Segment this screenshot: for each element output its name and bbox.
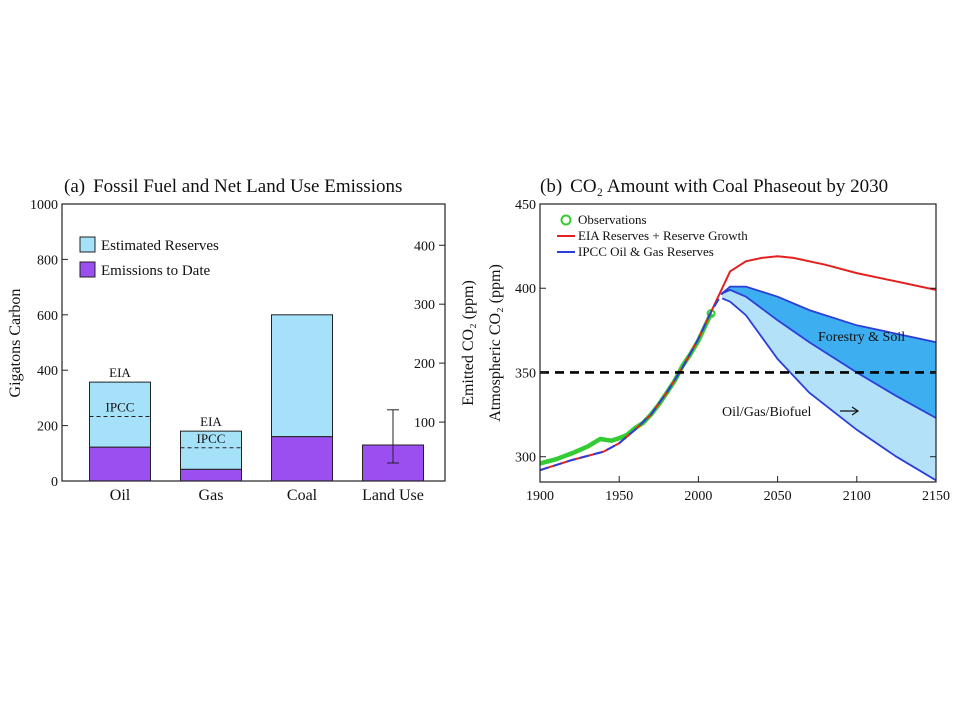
arrow-icon (840, 406, 860, 416)
panel-b-axes: 300 350 400 450 1900 1950 2000 2050 2100 2150 (515, 198, 950, 504)
bar-reserves-coal (271, 314, 333, 438)
ytick-label-800: 800 (37, 253, 58, 268)
legend-label-observations: Observations (578, 212, 647, 227)
panel-a-legend: Estimated Reserves Emissions to Date (79, 236, 219, 279)
panel-b-frame (539, 203, 937, 483)
category-label-coal: Coal (287, 487, 318, 504)
xtick-b-label-1900: 1900 (526, 489, 554, 504)
panel-a: (a) Fossil Fuel and Net Land Use Emission… (7, 176, 477, 504)
panel-a-frame (61, 203, 446, 482)
bar-reserves-gas (180, 430, 242, 470)
panel-a-bars (89, 314, 424, 482)
ytick-b-label-400: 400 (515, 282, 536, 297)
xtick-b-label-2100: 2100 (843, 489, 871, 504)
legend-label-reserves: Estimated Reserves (101, 238, 219, 254)
marker-label-gas-eia: EIA (200, 414, 222, 429)
category-label-oil: Oil (110, 487, 131, 504)
ytick-b-label-450: 450 (515, 198, 536, 213)
band-oil-gas-biofuel (722, 289, 936, 481)
ytick-right-label-100: 100 (414, 416, 435, 431)
bar-emissions-coal (271, 436, 333, 482)
series-ipcc-line (540, 287, 731, 472)
panel-a-markers: EIA IPCC EIA IPCC (89, 365, 399, 464)
panel-a-title: (a) Fossil Fuel and Net Land Use Emission… (64, 176, 402, 197)
ytick-label-400: 400 (37, 364, 58, 379)
panel-b-title: (b) CO₂ Amount with Coal Phaseout by 2030 (540, 176, 888, 197)
xtick-b-label-2050: 2050 (764, 489, 792, 504)
series-forestry-upper (721, 285, 936, 344)
series-observations-line (540, 312, 714, 466)
marker-label-gas-ipcc: IPCC (197, 431, 226, 446)
legend-label-eia: EIA Reserves + Reserve Growth (578, 228, 748, 243)
series-biofuel-lower (721, 297, 936, 482)
series-forestry-lower (721, 288, 936, 419)
category-label-land-use: Land Use (362, 487, 424, 504)
legend-label-emissions: Emissions to Date (101, 263, 211, 279)
legend-label-ipcc: IPCC Oil & Gas Reserves (578, 244, 714, 259)
panel-a-ylabel: Gigatons Carbon (7, 289, 24, 398)
marker-label-oil-eia: EIA (109, 365, 131, 380)
ytick-label-0: 0 (51, 475, 58, 490)
ytick-label-200: 200 (37, 420, 58, 435)
panel-b: (b) CO₂ Amount with Coal Phaseout by 2030… (487, 176, 950, 504)
panel-b-ylabel: Atmospheric CO₂ (ppm) (487, 264, 504, 422)
ytick-label-1000: 1000 (30, 198, 58, 213)
bar-emissions-gas (180, 468, 242, 482)
bar-emissions-oil (89, 446, 151, 482)
ytick-b-label-350: 350 (515, 366, 536, 381)
panel-b-plot (540, 255, 936, 482)
legend-marker-observations (560, 214, 572, 226)
legend-swatch-reserves (79, 236, 96, 253)
annotation-forestry-soil: Forestry & Soil (818, 330, 905, 345)
panel-a-axes: Oil Gas Coal Land Use 0 200 400 600 800 1000 100 20… (30, 198, 446, 504)
xtick-b-label-2000: 2000 (684, 489, 712, 504)
legend-swatch-emissions (79, 261, 96, 278)
ytick-right-label-300: 300 (414, 298, 435, 313)
marker-label-oil-ipcc: IPCC (106, 399, 135, 414)
xtick-b-label-2150: 2150 (922, 489, 950, 504)
band-forestry-soil (722, 286, 936, 418)
panel-a-ylabel-right: Emitted CO₂ (ppm) (460, 280, 477, 406)
ytick-b-label-300: 300 (515, 451, 536, 466)
bar-reserves-oil (89, 381, 151, 448)
panel-b-legend: Observations EIA Reserves + Reserve Grow… (557, 212, 748, 259)
ytick-right-label-400: 400 (414, 239, 435, 254)
ytick-label-600: 600 (37, 309, 58, 324)
category-label-gas: Gas (199, 487, 224, 504)
annotation-oil-gas-biofuel: Oil/Gas/Biofuel (722, 405, 812, 420)
ytick-right-label-200: 200 (414, 357, 435, 372)
xtick-b-label-1950: 1950 (605, 489, 633, 504)
